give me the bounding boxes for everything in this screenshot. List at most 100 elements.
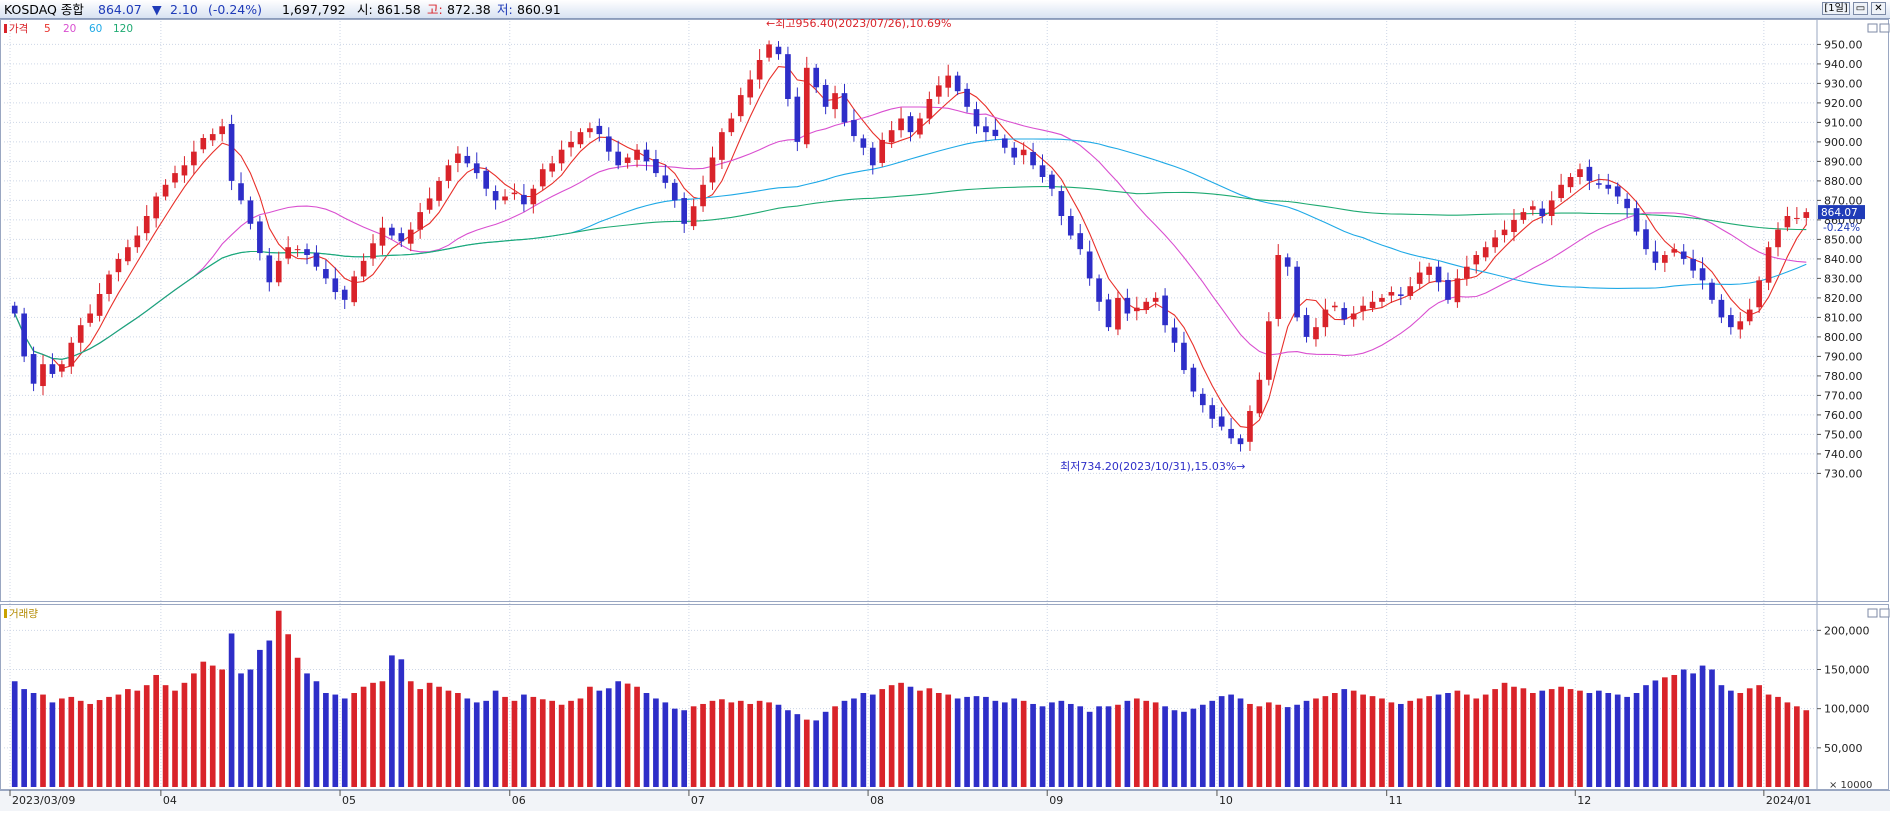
candle-body [851,120,857,137]
volume-bar [1313,698,1319,787]
volume-bar [1416,698,1423,787]
open-label: 시: [357,2,373,17]
close-window-icon[interactable]: ✕ [1871,2,1886,15]
volume-panel-frame [0,604,1889,790]
candle-body [1558,184,1564,199]
candle-body [40,364,46,387]
volume-bar [1709,669,1715,787]
volume-bar [455,693,461,787]
price-tick-label: 850.00 [1824,233,1863,246]
low-value: 860.91 [517,2,561,17]
volume-bar [803,719,810,787]
candle-body [21,313,27,357]
panel-control-icon[interactable] [1867,608,1878,618]
price-legend: 가격 5 20 60 120 [4,22,133,35]
volume-bar [568,700,574,787]
month-tick-label: 04 [163,794,177,807]
volume-bar [87,703,93,787]
panel-control-icon[interactable] [1879,23,1890,33]
volume-bar [539,699,546,787]
volume-bar [1105,706,1112,787]
restore-window-icon[interactable]: ▭ [1853,2,1868,15]
stock-chart[interactable]: 730.00 740.00 750.00 760.00 770.00 780.00 790.… [0,17,1890,811]
volume-bar [21,689,27,787]
change-down-icon: ▼ [152,2,162,17]
candle-body [888,130,895,143]
volume-bar [257,649,263,787]
price-tick-label: 870.00 [1824,194,1863,207]
candle-body [511,192,518,195]
volume-bar [954,698,961,787]
candle-body [153,196,159,219]
volume-bar [1039,706,1046,787]
candle-body [719,132,725,160]
volume-bar [907,686,914,787]
candle-body [615,151,622,166]
candle-body [77,325,84,343]
volume-bar [690,706,697,787]
volume-bar [596,690,603,787]
volume-bar [59,698,65,787]
candle-body [351,276,357,303]
candle-body [1746,309,1753,322]
ma20-line [14,106,1807,360]
candle-body [1454,278,1461,303]
volume-bar [1199,704,1206,787]
candle-body [247,200,254,224]
candle-body [737,95,744,117]
price-tick-label: 820.00 [1824,292,1863,305]
volume-bar [30,693,37,787]
volume-bar [1765,694,1772,787]
volume-bar [1445,693,1451,787]
volume-bar [992,700,999,787]
volume-bar [1133,698,1140,787]
panel-control-icon[interactable] [1867,23,1878,33]
candle-body [1577,169,1583,177]
candle-body [1011,147,1018,158]
volume-bar [370,682,376,787]
candle-body [1039,165,1046,177]
panel-control-icon[interactable] [1879,608,1890,618]
candle-body [1765,247,1772,283]
candle-body [87,313,93,323]
volume-tick-label: 50,000 [1824,742,1863,755]
volume-bar [1190,708,1197,787]
candle-body [1181,342,1187,371]
candle-body [1482,247,1489,258]
price-tick-label: 920.00 [1824,97,1863,110]
volume-bar [1218,696,1225,787]
volume-bar [737,700,744,787]
candle-body [1567,177,1574,188]
candle-body [1539,208,1546,216]
volume-bar [917,690,923,787]
volume-bars [11,610,1810,787]
candle-body [59,364,65,372]
volume-bar [209,665,216,787]
volume-bar [1614,694,1621,787]
candle-body [709,157,716,183]
candle-body [1001,138,1008,148]
chart-area[interactable]: 730.00 740.00 750.00 760.00 770.00 780.00 790.… [0,17,1890,811]
volume-bar [1794,706,1800,787]
volume-bar [860,693,867,787]
candle-body [30,354,37,384]
volume-bar [332,694,339,787]
volume-bar [1379,698,1385,787]
volume-bar [869,694,876,787]
candle-body [1586,166,1593,181]
index-name: KOSDAQ 종합 [4,2,84,17]
volume-bar [181,682,188,787]
candle-body [671,182,678,201]
candle-body [803,67,810,145]
candle-body [313,252,320,267]
volume-bar [407,681,414,787]
volume-bar [294,657,301,787]
candle-body [1360,305,1366,312]
volume-bar [1728,690,1734,787]
month-tick-label: 2024/01 [1766,794,1812,807]
candle-body [1784,216,1791,228]
candle-body [1294,266,1300,318]
candle-body [426,198,433,210]
period-button[interactable]: [1일] [1822,2,1850,15]
volume-bar [426,682,433,787]
